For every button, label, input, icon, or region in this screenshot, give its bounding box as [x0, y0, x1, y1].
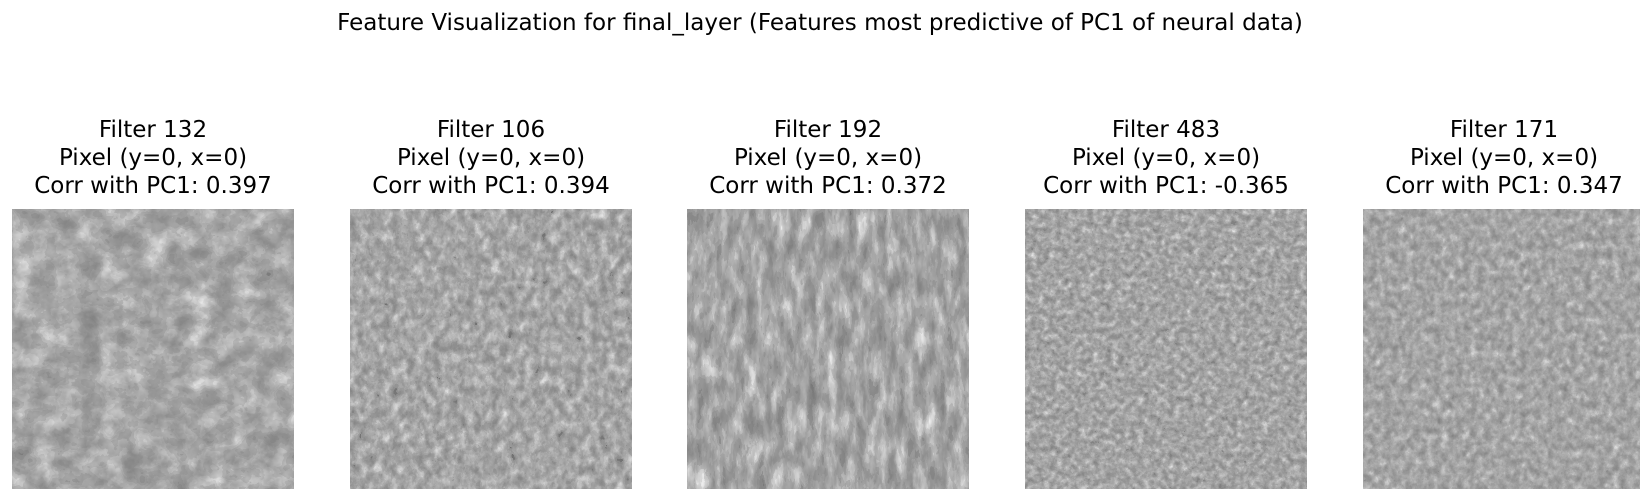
filter-label: Filter 106 — [350, 116, 632, 144]
feature-panel-3: Filter 192 Pixel (y=0, x=0) Corr with PC… — [687, 116, 969, 200]
feature-panel-4: Filter 483 Pixel (y=0, x=0) Corr with PC… — [1025, 116, 1307, 200]
corr-label: Corr with PC1: 0.397 — [12, 172, 294, 200]
filter-label: Filter 192 — [687, 116, 969, 144]
corr-label: Corr with PC1: 0.347 — [1363, 172, 1640, 200]
feature-visualization-image — [12, 209, 294, 489]
feature-visualization-image — [687, 209, 969, 489]
feature-visualization-image — [350, 209, 632, 489]
panel-title: Filter 483 Pixel (y=0, x=0) Corr with PC… — [1025, 116, 1307, 200]
filter-label: Filter 132 — [12, 116, 294, 144]
corr-label: Corr with PC1: 0.394 — [350, 172, 632, 200]
pixel-label: Pixel (y=0, x=0) — [687, 144, 969, 172]
figure-title: Feature Visualization for final_layer (F… — [0, 8, 1640, 38]
corr-label: Corr with PC1: -0.365 — [1025, 172, 1307, 200]
pixel-label: Pixel (y=0, x=0) — [1025, 144, 1307, 172]
pixel-label: Pixel (y=0, x=0) — [350, 144, 632, 172]
pixel-label: Pixel (y=0, x=0) — [12, 144, 294, 172]
feature-panel-2: Filter 106 Pixel (y=0, x=0) Corr with PC… — [350, 116, 632, 200]
panel-title: Filter 106 Pixel (y=0, x=0) Corr with PC… — [350, 116, 632, 200]
pixel-label: Pixel (y=0, x=0) — [1363, 144, 1640, 172]
corr-label: Corr with PC1: 0.372 — [687, 172, 969, 200]
feature-panel-5: Filter 171 Pixel (y=0, x=0) Corr with PC… — [1363, 116, 1640, 200]
panel-title: Filter 192 Pixel (y=0, x=0) Corr with PC… — [687, 116, 969, 200]
panel-title: Filter 171 Pixel (y=0, x=0) Corr with PC… — [1363, 116, 1640, 200]
feature-panel-1: Filter 132 Pixel (y=0, x=0) Corr with PC… — [12, 116, 294, 200]
panel-title: Filter 132 Pixel (y=0, x=0) Corr with PC… — [12, 116, 294, 200]
filter-label: Filter 483 — [1025, 116, 1307, 144]
feature-visualization-image — [1025, 209, 1307, 489]
filter-label: Filter 171 — [1363, 116, 1640, 144]
feature-visualization-image — [1363, 209, 1640, 489]
